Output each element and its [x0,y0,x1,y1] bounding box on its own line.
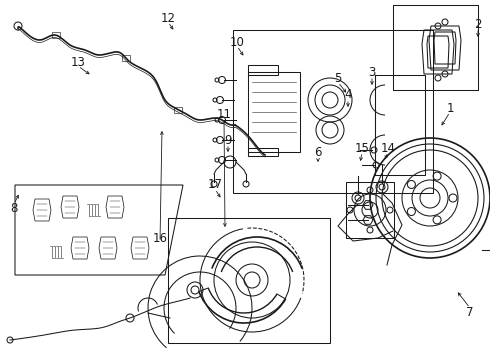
Text: 13: 13 [71,55,85,68]
Text: 10: 10 [229,36,245,49]
Text: 16: 16 [152,231,168,244]
Text: 9: 9 [224,134,232,147]
Bar [122,55,129,60]
Text: 2: 2 [474,18,482,31]
Text: 17: 17 [207,179,222,192]
Bar [248,148,278,156]
Bar [168,218,330,343]
Text: 1: 1 [446,102,454,114]
Bar [174,107,182,113]
Bar [52,32,60,38]
Bar [393,5,478,90]
Text: 7: 7 [466,306,474,319]
Text: 4: 4 [344,89,352,102]
Bar [346,182,394,238]
Bar [248,65,278,75]
Text: 14: 14 [381,141,395,154]
Text: 3: 3 [368,66,376,78]
Bar [375,75,425,175]
Bar [248,72,300,152]
Text: 11: 11 [217,108,231,122]
Bar [233,30,433,193]
Text: 12: 12 [161,12,175,24]
Text: 15: 15 [355,141,369,154]
Text: 6: 6 [314,147,322,159]
Text: 8: 8 [10,202,18,215]
Text: 5: 5 [334,72,342,85]
